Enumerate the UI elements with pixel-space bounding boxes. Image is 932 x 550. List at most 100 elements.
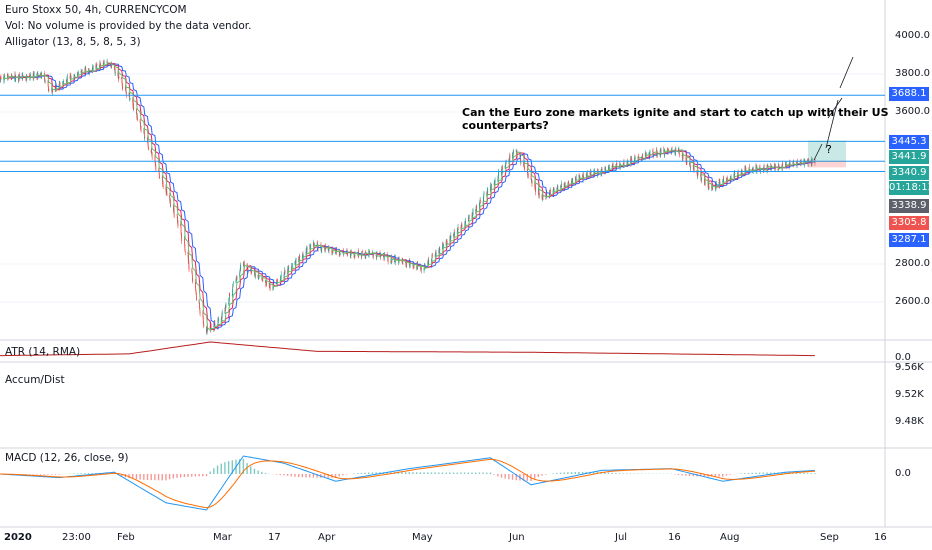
macd-histogram-bar (342, 474, 344, 476)
macd-histogram-bar (482, 472, 484, 474)
macd-histogram-bar (460, 472, 462, 474)
macd-histogram-bar (327, 474, 329, 478)
macd-histogram-bar (563, 472, 565, 474)
candle-body (723, 178, 725, 179)
candle-body (575, 176, 577, 180)
candle-body (269, 284, 271, 290)
time-tick: Feb (117, 532, 135, 543)
macd-histogram-bar (286, 474, 289, 476)
candle-body (92, 65, 94, 71)
candle-body (288, 268, 289, 269)
symbol-title: Euro Stoxx 50, 4h, CURRENCYCOM (5, 4, 187, 16)
macd-histogram-bar (353, 473, 355, 474)
candle-body (372, 255, 374, 257)
candle-body (95, 65, 97, 70)
macd-histogram-bar (799, 473, 801, 474)
candle-body (704, 183, 706, 184)
candle-body (782, 163, 784, 166)
time-tick: Apr (318, 532, 336, 543)
candle-body (100, 63, 101, 67)
candle-body (321, 246, 323, 250)
macd-histogram-bar (718, 474, 720, 477)
candle-body (627, 160, 629, 165)
macd-histogram-bar (467, 472, 470, 474)
macd-histogram-bar (423, 472, 425, 474)
candle-body (59, 82, 61, 86)
arrow-line (813, 143, 823, 161)
candle-body (63, 80, 65, 82)
macd-histogram-bar (216, 465, 219, 474)
candle-body (435, 252, 437, 256)
time-tick: 17 (268, 532, 281, 543)
macd-histogram-bar (246, 463, 248, 474)
candle-body (535, 187, 537, 193)
macd-histogram-bar (578, 471, 580, 474)
candle-body (188, 258, 190, 262)
macd-histogram-bar (795, 472, 798, 474)
macd-histogram-bar (54, 474, 57, 475)
macd-histogram-bar (508, 474, 510, 480)
horizontal-levels[interactable] (0, 94, 885, 172)
time-tick: Sep (820, 532, 839, 543)
macd-histogram-bar (390, 472, 392, 474)
macd-histogram-bar (76, 473, 79, 474)
candle-body (726, 178, 728, 181)
candle-body (652, 151, 654, 154)
macd-histogram-bar (493, 474, 495, 475)
candle-body (306, 246, 308, 252)
countdown-tag: 01:18:13 (889, 181, 932, 195)
macd-histogram-bar (205, 474, 208, 477)
macd-histogram-bar (729, 474, 731, 475)
macd-legend[interactable]: MACD (12, 26, close, 9) (5, 452, 129, 464)
candle-body (188, 261, 190, 268)
accum-tick: 9.48K (895, 416, 924, 427)
macd-histogram-bar (463, 472, 466, 474)
macd-histogram-bar (198, 474, 200, 477)
macd-histogram-bar (607, 472, 610, 474)
candle-body (561, 183, 562, 187)
candle-body (678, 151, 680, 154)
candle-body (431, 255, 433, 257)
candle-body (302, 253, 304, 255)
atr-legend[interactable]: ATR (14, RMA) (5, 346, 81, 358)
alligator-legend[interactable]: Alligator (13, 8, 5, 8, 5, 3) (5, 36, 141, 48)
candle-body (284, 270, 286, 274)
candle-body (712, 187, 714, 189)
candle-body (235, 280, 237, 284)
candle-body (689, 163, 691, 168)
accum-dist-legend[interactable]: Accum/Dist (5, 374, 65, 386)
candle-body (443, 245, 444, 247)
annotation-text[interactable]: Can the Euro zone markets ignite and sta… (462, 106, 889, 132)
candle-body (188, 267, 190, 270)
time-tick: 23:00 (62, 532, 91, 543)
candle-body (634, 157, 636, 159)
candle-body (332, 252, 334, 254)
candle-body (502, 167, 503, 169)
candle-body (225, 303, 227, 308)
candle-body (476, 207, 478, 209)
candle-body (542, 196, 544, 200)
candle-body (143, 131, 145, 139)
candle-body (693, 169, 695, 171)
macd-histogram-bar (810, 473, 812, 474)
candle-body (77, 72, 79, 74)
projection-box (808, 161, 846, 168)
candle-body (697, 171, 699, 175)
candle-body (531, 180, 533, 184)
candle-body (48, 89, 50, 91)
macd-histogram-bar (257, 470, 259, 474)
time-tick: 2020 (4, 532, 32, 543)
candle-body (70, 76, 72, 79)
macd-histogram-bar (312, 474, 315, 478)
macd-histogram-bar (368, 472, 370, 474)
candle-body (162, 185, 164, 187)
macd-histogram-bar (290, 474, 293, 477)
candle-body (173, 214, 175, 216)
accum-tick: 9.56K (895, 362, 924, 373)
candle-body (549, 189, 551, 194)
macd-histogram-bar (552, 473, 554, 474)
candle-body (254, 274, 256, 277)
candle-body (387, 260, 389, 262)
macd-histogram-bar (21, 474, 23, 475)
